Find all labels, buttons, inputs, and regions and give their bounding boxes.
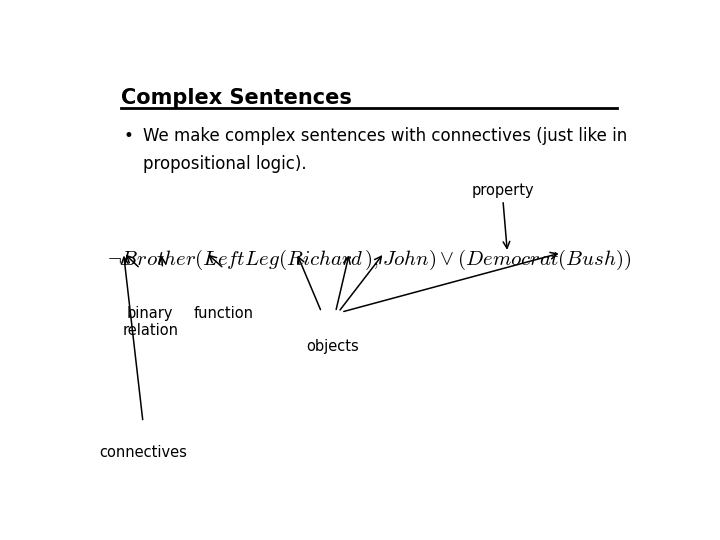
- Text: objects: objects: [306, 339, 359, 354]
- Text: We make complex sentences with connectives (just like in: We make complex sentences with connectiv…: [143, 127, 627, 145]
- Text: function: function: [194, 306, 254, 321]
- Text: property: property: [472, 183, 534, 198]
- Text: binary
relation: binary relation: [122, 306, 179, 339]
- Text: •: •: [124, 127, 133, 145]
- Text: Complex Sentences: Complex Sentences: [121, 87, 351, 107]
- Text: connectives: connectives: [99, 446, 187, 460]
- Text: $\neg Brother(LeftLeg(Richard\,),John) \vee (Democrat(Bush))$: $\neg Brother(LeftLeg(Richard\,),John) \…: [107, 248, 631, 272]
- Text: propositional logic).: propositional logic).: [143, 156, 307, 173]
